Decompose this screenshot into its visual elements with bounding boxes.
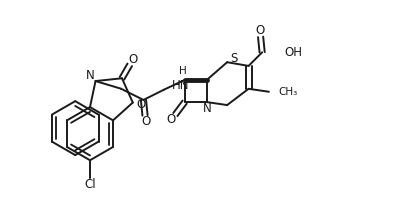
Text: O: O [255, 24, 265, 37]
Text: N: N [202, 102, 211, 115]
Text: CH₃: CH₃ [278, 87, 297, 97]
Text: Cl: Cl [84, 178, 96, 191]
Text: S: S [230, 52, 238, 65]
Text: HN: HN [172, 79, 190, 93]
Text: O: O [167, 113, 176, 126]
Text: OH: OH [284, 46, 302, 59]
Text: O: O [141, 116, 150, 128]
Text: O: O [136, 98, 145, 111]
Text: O: O [128, 53, 138, 66]
Text: H: H [179, 66, 187, 76]
Text: N: N [86, 69, 95, 82]
